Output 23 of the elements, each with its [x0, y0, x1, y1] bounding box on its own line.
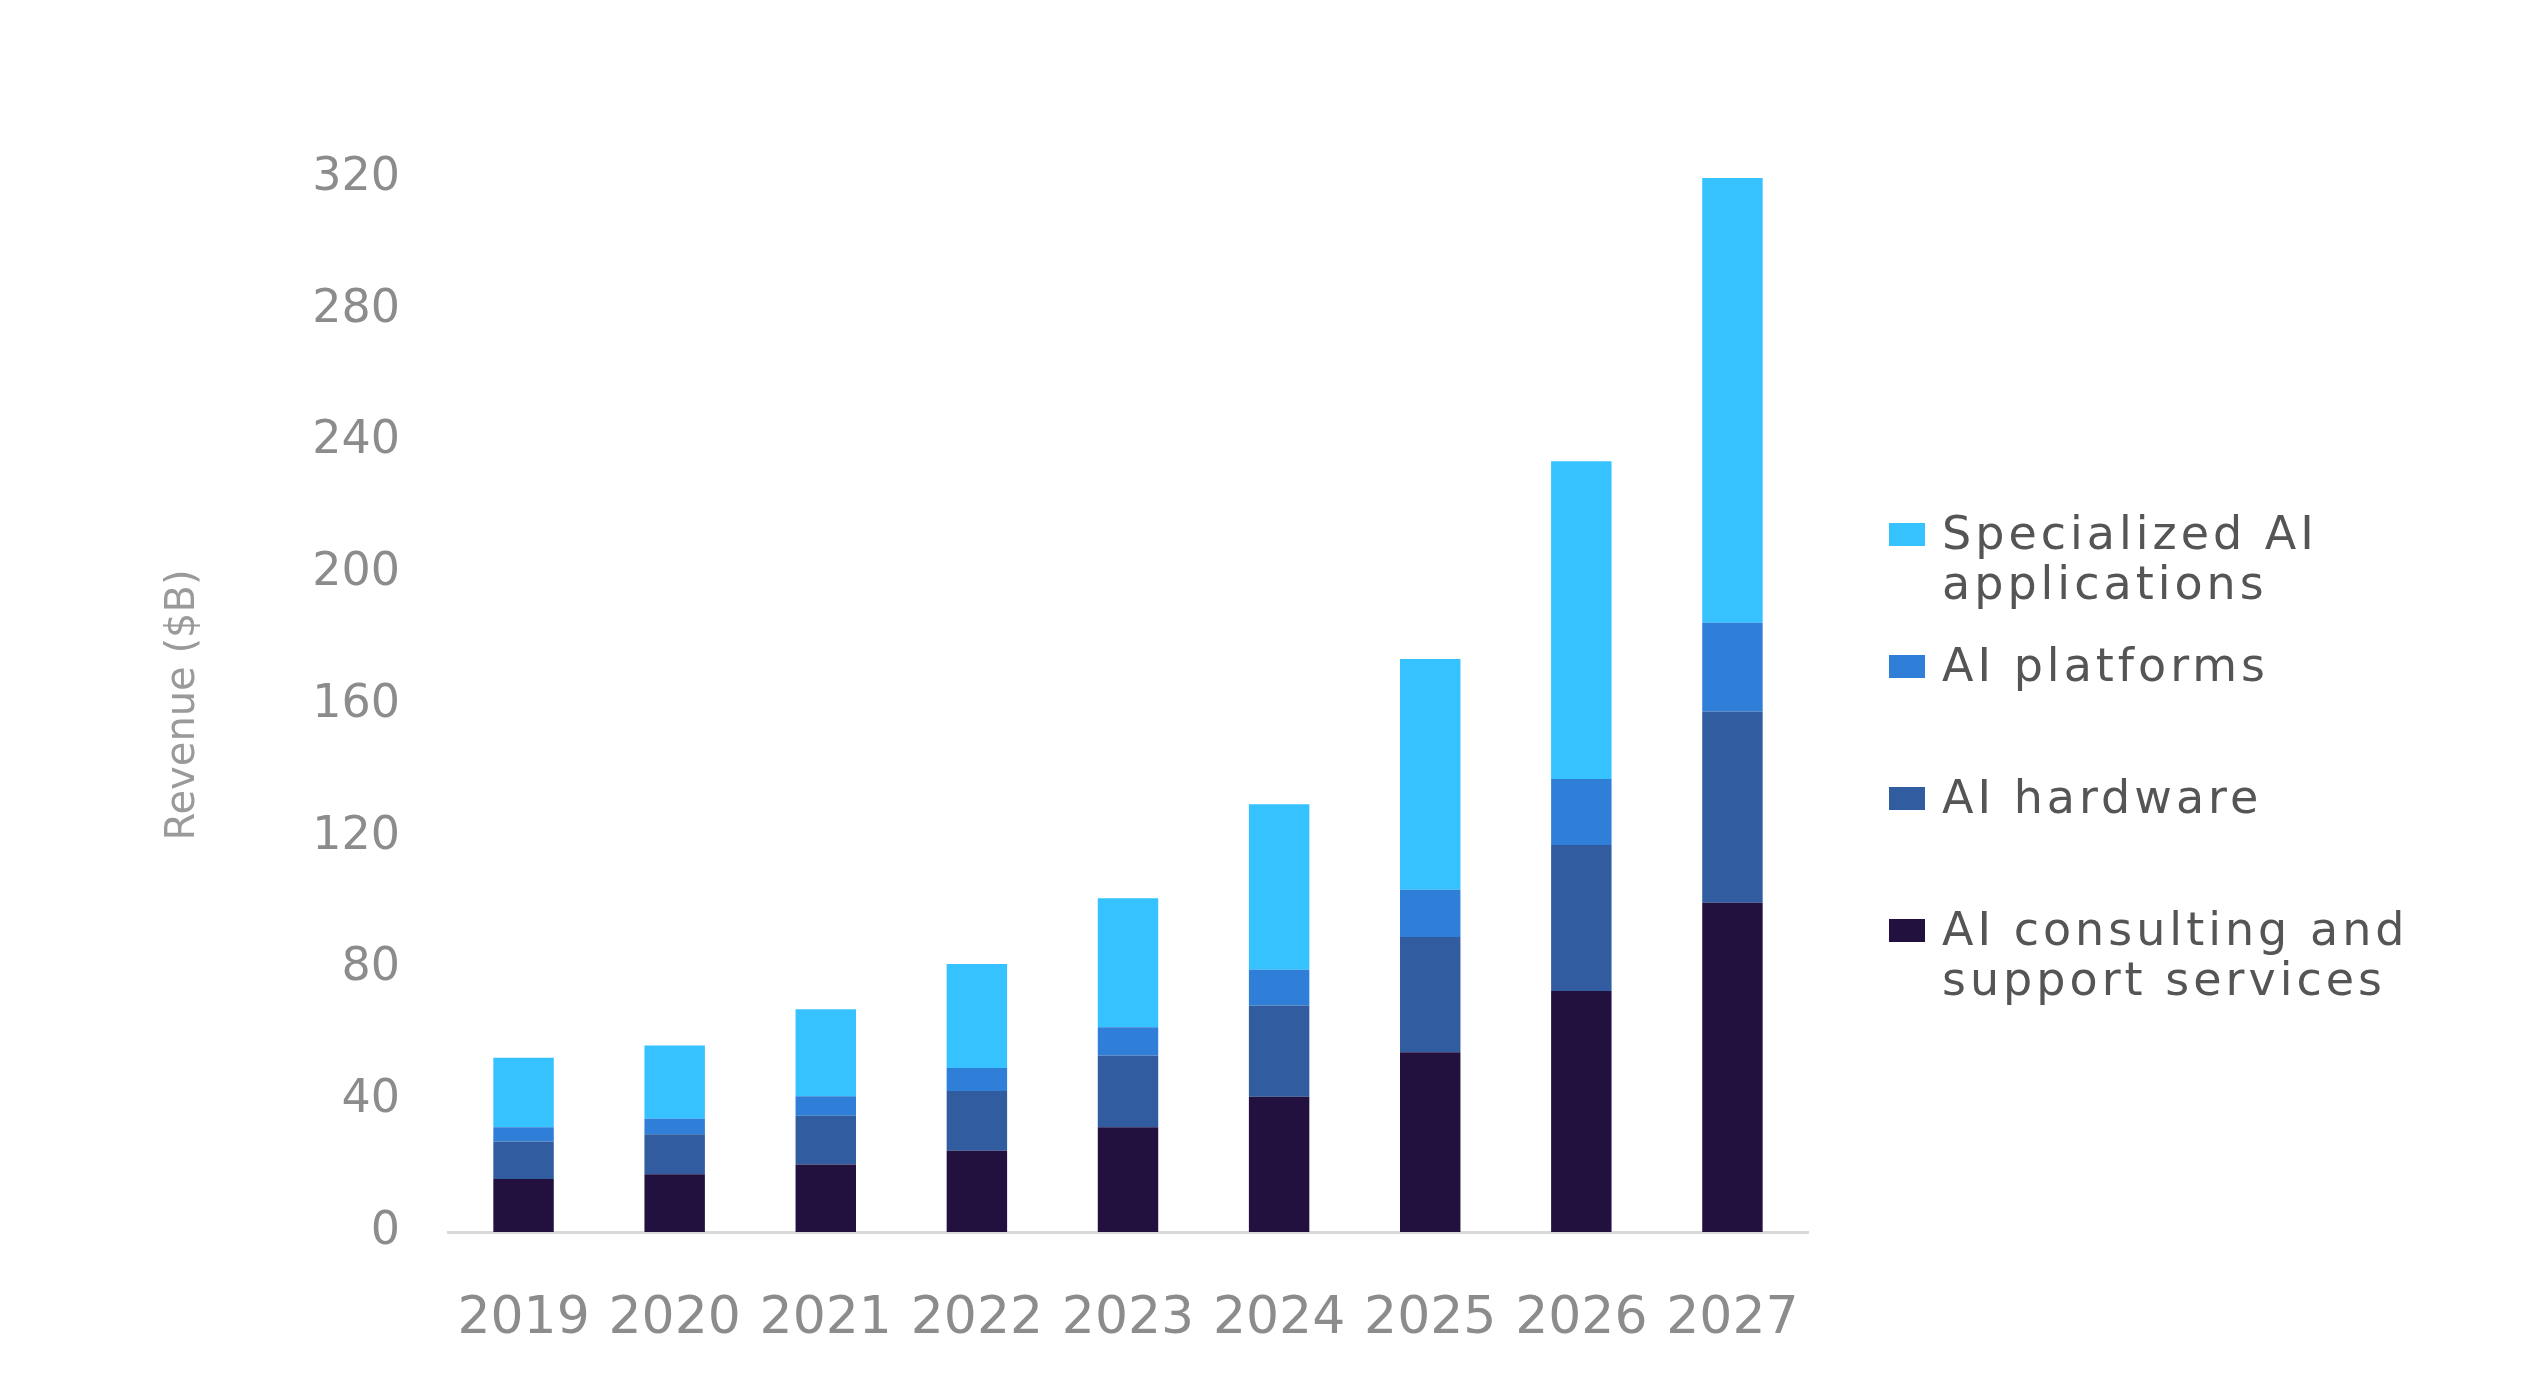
legend-label: AI hardware	[1942, 770, 2264, 824]
y-tick-label: 40	[341, 1069, 400, 1124]
x-tick-label: 2026	[1515, 1284, 1648, 1345]
y-tick-label: 200	[312, 542, 400, 597]
x-tick-label: 2023	[1061, 1284, 1195, 1345]
y-tick-label: 320	[312, 146, 400, 201]
x-tick-label: 2025	[1364, 1284, 1497, 1345]
y-tick-label: 280	[312, 278, 400, 333]
x-tick-label: 2019	[457, 1284, 590, 1345]
x-tick-label: 2021	[759, 1284, 892, 1345]
legend-label: Specialized AI applications	[1942, 506, 2319, 610]
x-tick-label: 2024	[1212, 1284, 1346, 1345]
x-tick-label: 2020	[608, 1284, 741, 1345]
y-tick-label: 120	[312, 805, 400, 860]
y-tick-label: 160	[312, 673, 400, 728]
legend-label: AI platforms	[1942, 638, 2271, 692]
x-tick-label: 2027	[1666, 1284, 1799, 1345]
y-tick-label: 80	[341, 937, 400, 992]
y-tick-label: 240	[312, 410, 400, 465]
x-tick-label: 2022	[910, 1284, 1044, 1345]
y-axis-title: Revenue ($B)	[157, 569, 204, 841]
y-tick-label: 0	[370, 1200, 400, 1255]
legend-label: AI consulting and support services	[1942, 902, 2410, 1006]
